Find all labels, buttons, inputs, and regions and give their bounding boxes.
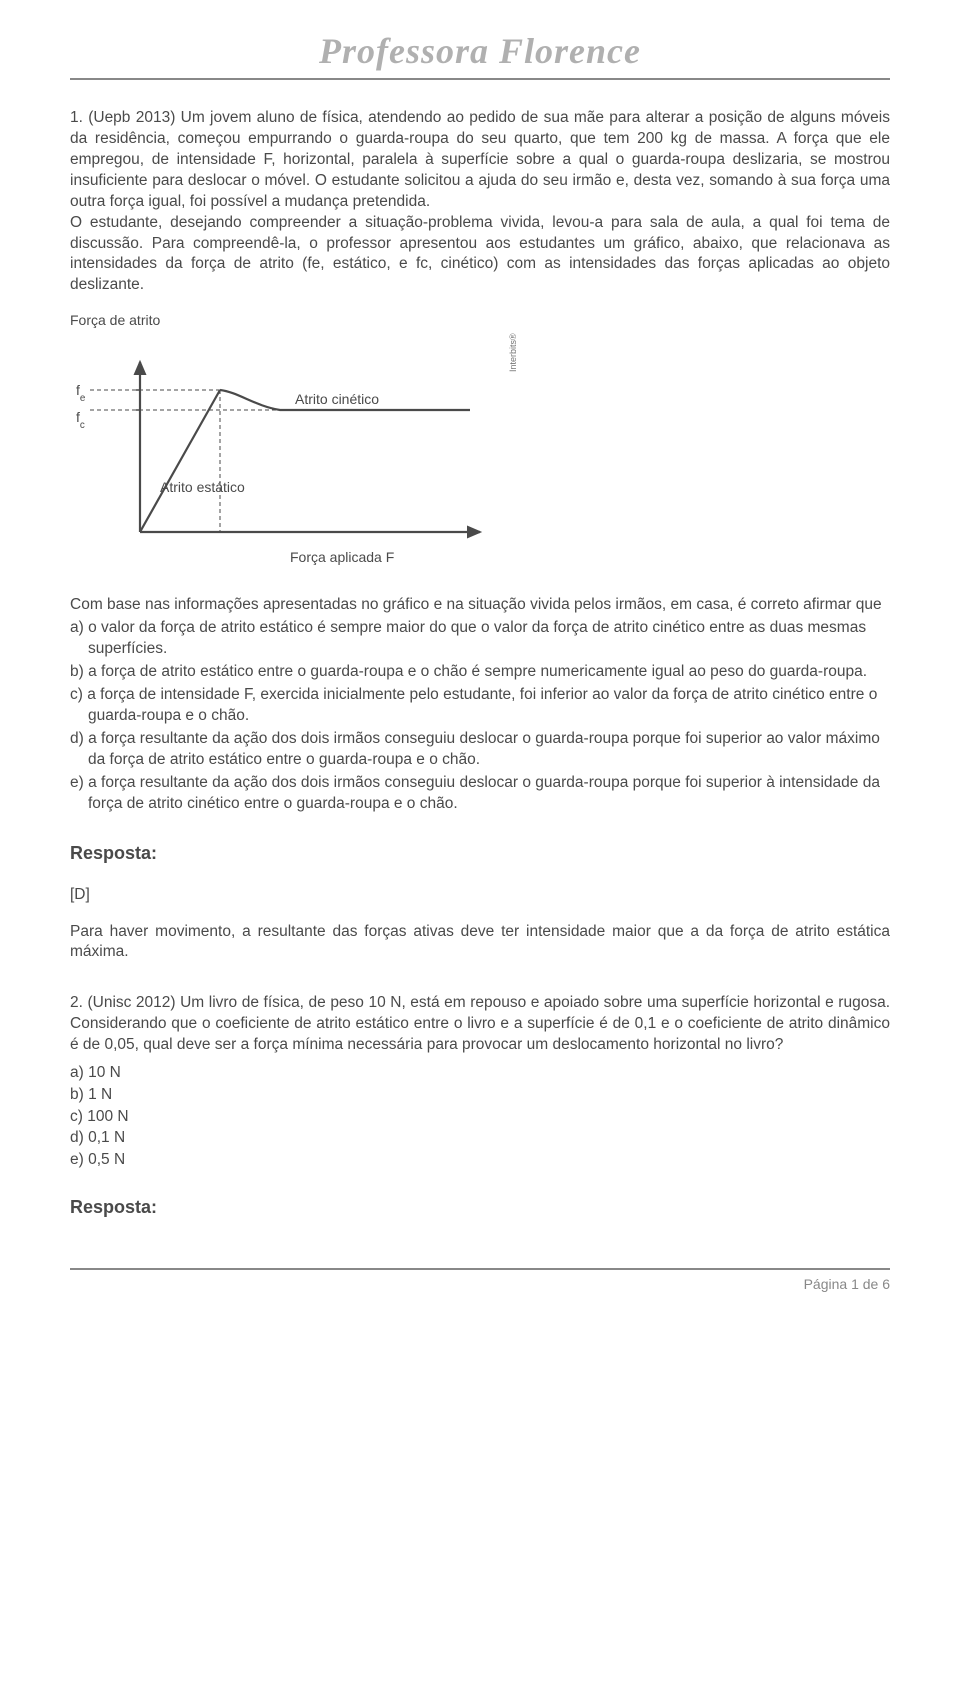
option-d: d) a força resultante da ação dos dois i… — [70, 729, 890, 771]
q2-option-d: d) 0,1 N — [70, 1127, 890, 1149]
footer-divider — [70, 1268, 890, 1270]
answer-heading-2: Resposta: — [70, 1197, 890, 1218]
chart-y-axis-label: Força de atrito — [70, 312, 890, 328]
answer-heading-1: Resposta: — [70, 843, 890, 864]
question-2-options: a) 10 N b) 1 N c) 100 N d) 0,1 N e) 0,5 … — [70, 1062, 890, 1170]
option-b: b) a força de atrito estático entre o gu… — [70, 662, 890, 683]
question-1-text: 1. (Uepb 2013) Um jovem aluno de física,… — [70, 108, 890, 296]
question-1-followup: Com base nas informações apresentadas no… — [70, 595, 890, 616]
svg-text:Atrito cinético: Atrito cinético — [295, 391, 379, 407]
q2-option-a: a) 10 N — [70, 1062, 890, 1084]
answer-letter-1: [D] — [70, 886, 890, 904]
question-2-text: 2. (Unisc 2012) Um livro de física, de p… — [70, 993, 890, 1056]
page-number: Página 1 de 6 — [70, 1276, 890, 1292]
header-divider — [70, 78, 890, 80]
svg-text:fe: fe — [76, 382, 86, 404]
answer-explanation-1: Para haver movimento, a resultante das f… — [70, 922, 890, 964]
friction-chart-svg: fe fc Atrito estático Atrito cinético Força … — [70, 332, 510, 572]
q2-option-b: b) 1 N — [70, 1084, 890, 1106]
question-1-options: a) o valor da força de atrito estático é… — [70, 618, 890, 814]
svg-text:Força aplicada F: Força aplicada F — [290, 549, 394, 565]
svg-text:fc: fc — [76, 409, 85, 431]
friction-chart: Força de atrito fe fc Atrito estático Atrit… — [70, 312, 890, 577]
option-c: c) a força de intensidade F, exercida in… — [70, 685, 890, 727]
page-header-title: Professora Florence — [70, 30, 890, 72]
svg-text:Atrito estático: Atrito estático — [160, 479, 245, 495]
option-a: a) o valor da força de atrito estático é… — [70, 618, 890, 660]
q2-option-c: c) 100 N — [70, 1106, 890, 1128]
option-e: e) a força resultante da ação dos dois i… — [70, 773, 890, 815]
watermark-text: Interbits® — [508, 334, 518, 373]
q2-option-e: e) 0,5 N — [70, 1149, 890, 1171]
page-footer: Página 1 de 6 — [70, 1268, 890, 1292]
